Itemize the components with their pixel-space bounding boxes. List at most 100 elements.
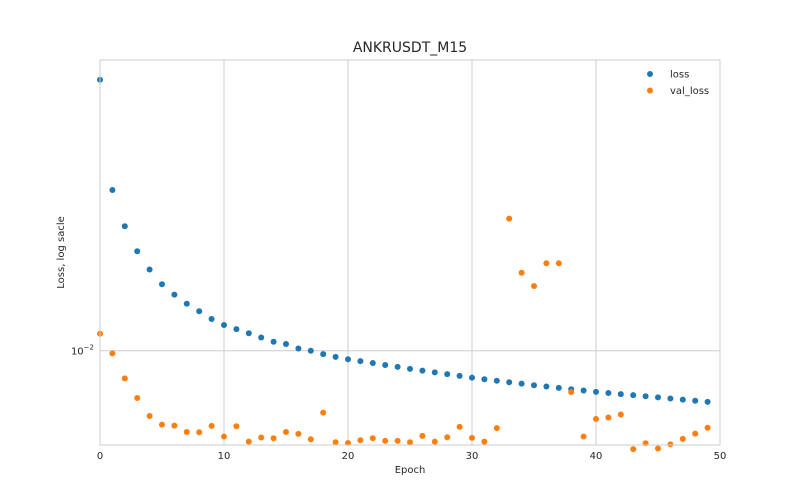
loss-point	[283, 340, 289, 347]
val_loss-point	[518, 269, 525, 276]
loss-point	[655, 394, 661, 401]
val_loss-point	[481, 438, 488, 445]
loss-point	[332, 353, 339, 360]
loss-point	[543, 383, 550, 390]
val_loss-point	[506, 215, 513, 222]
loss-point	[159, 281, 165, 288]
val_loss-point	[382, 437, 389, 444]
loss-point	[555, 384, 562, 391]
loss-series	[97, 76, 711, 405]
val_loss-point	[568, 389, 575, 396]
x-tick-label: 50	[714, 451, 727, 462]
x-tick-label: 10	[218, 451, 231, 462]
loss-point	[196, 308, 203, 315]
loss-point	[407, 365, 413, 372]
val_loss-point	[369, 435, 376, 442]
loss-point	[109, 187, 116, 194]
x-tick-label: 0	[97, 451, 103, 462]
val_loss-point	[146, 412, 153, 419]
val_loss-point	[109, 350, 116, 357]
loss-point	[320, 351, 327, 358]
loss-point	[307, 347, 314, 354]
loss-point	[469, 374, 475, 381]
loss-point	[518, 380, 525, 387]
val_loss-point	[531, 282, 537, 289]
legend-label-val_loss: val_loss	[670, 86, 709, 97]
plot-frame	[99, 59, 721, 446]
x-tick-label: 20	[342, 451, 355, 462]
val_loss-point	[493, 425, 500, 432]
val_loss-point	[444, 434, 451, 441]
loss-point	[221, 321, 227, 328]
loss-point	[704, 398, 711, 405]
val_loss-point	[270, 435, 277, 442]
data-points	[97, 76, 711, 453]
legend: loss val_loss	[647, 70, 709, 97]
val_loss-point	[419, 432, 426, 439]
val_loss-point	[171, 422, 178, 429]
loss-point	[258, 334, 265, 341]
loss-point	[369, 360, 376, 367]
loss-point	[208, 315, 215, 322]
val_loss-point	[394, 437, 401, 444]
val_loss-point	[407, 439, 413, 446]
x-tick-label: 40	[590, 451, 603, 462]
loss-point	[233, 326, 240, 333]
loss-point	[270, 338, 277, 345]
x-tick-label: 30	[466, 451, 479, 462]
legend-marker-val_loss	[647, 87, 653, 94]
loss-point	[444, 371, 451, 378]
val_loss-point	[159, 421, 165, 428]
val_loss-point	[580, 433, 587, 440]
val_loss-point	[692, 430, 699, 437]
loss-point	[382, 361, 389, 368]
gridlines	[100, 60, 720, 445]
loss-point	[531, 382, 537, 389]
loss-point	[419, 367, 426, 374]
loss-point	[345, 356, 351, 363]
loss-point	[146, 266, 153, 273]
val_loss-point	[320, 409, 327, 416]
loss-point	[679, 396, 686, 403]
loss-point	[630, 392, 637, 399]
val_loss-point	[704, 424, 711, 431]
loss-point	[245, 330, 252, 337]
loss-point	[183, 300, 190, 307]
val_loss-point	[245, 438, 252, 445]
val_loss-point	[196, 429, 203, 436]
val_loss-point	[183, 428, 190, 435]
val_loss-point	[208, 422, 215, 429]
val_loss-series	[97, 215, 711, 453]
loss-point	[431, 369, 438, 376]
val_loss-point	[605, 414, 612, 421]
y-tick-labels: 10−2	[71, 344, 94, 358]
y-axis-label: Loss, log sacle	[56, 216, 67, 288]
x-axis-label: Epoch	[395, 465, 426, 476]
x-tick-labels: 0 10 20 30 40 50	[97, 451, 727, 462]
val_loss-point	[456, 423, 463, 430]
val_loss-point	[134, 394, 141, 401]
val_loss-point	[593, 416, 599, 423]
val_loss-point	[283, 428, 289, 435]
val_loss-point	[258, 434, 265, 441]
loss-point	[171, 291, 178, 298]
val_loss-point	[357, 437, 364, 444]
loss-point	[580, 387, 587, 394]
loss-point	[134, 248, 141, 255]
loss-point	[481, 376, 488, 383]
val_loss-point	[655, 445, 661, 452]
loss-point	[357, 358, 364, 365]
loss-point	[593, 388, 599, 395]
val_loss-point	[233, 423, 240, 430]
loss-point	[295, 345, 302, 352]
val_loss-point	[630, 446, 637, 453]
val_loss-point	[555, 260, 562, 267]
loss-point	[456, 372, 463, 379]
val_loss-point	[121, 375, 128, 382]
loss-point	[642, 393, 649, 400]
val_loss-point	[221, 433, 227, 440]
val_loss-point	[469, 434, 475, 441]
loss-point	[617, 391, 624, 398]
loss-point	[121, 223, 128, 230]
